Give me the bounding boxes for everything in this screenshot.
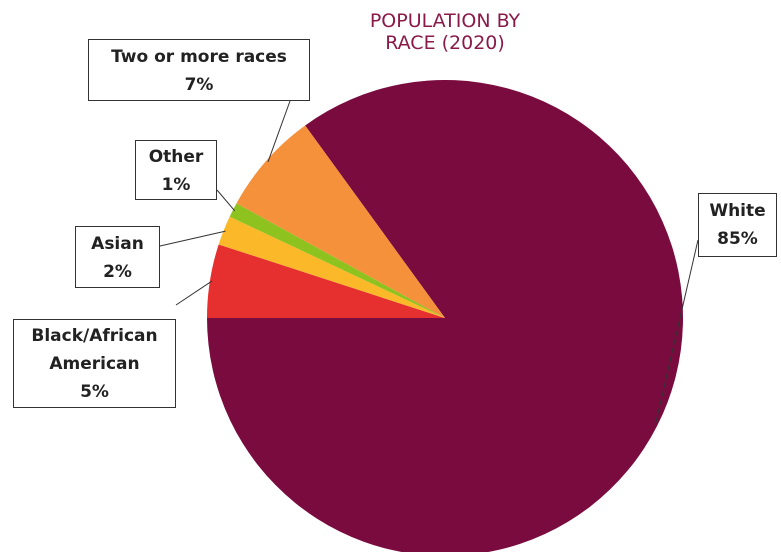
pie-slice-black-african-american [207,244,445,318]
chart-title-line-1: POPULATION BY [369,10,521,32]
leader-line-other [216,189,236,212]
leader-line-asian [159,230,226,247]
label-other: Other 1% [135,140,217,200]
pie-slice-white [207,80,683,552]
label-asian-value: 2% [103,262,132,282]
leader-line-two-or-more-races [267,100,291,163]
label-two-or-more-value: 7% [184,75,214,95]
label-black-value: 5% [80,382,109,402]
pie-slice-asian [218,216,445,318]
label-other-value: 1% [161,175,191,195]
chart-title: POPULATION BY RACE (2020) [300,10,590,54]
leader-line-white [654,239,699,426]
pie-slice-other [229,203,445,318]
label-other-name: Other [148,147,204,167]
label-two-or-more-name: Two or more races [111,47,287,67]
label-white-name: White [709,201,766,221]
label-two-or-more-races: Two or more races 7% [88,39,310,101]
pie-slice-two-or-more-races [236,125,445,318]
label-white-value: 85% [717,229,758,249]
label-white: White 85% [698,193,777,257]
label-black-african-american: Black/African American 5% [13,319,176,408]
label-asian: Asian 2% [75,226,160,288]
label-black-name-line-1: Black/African [31,326,158,346]
label-black-name-line-2: American [49,354,140,374]
label-asian-name: Asian [91,234,144,254]
leader-line-black-african-american [175,280,213,306]
chart-title-line-2: RACE (2020) [385,32,505,54]
